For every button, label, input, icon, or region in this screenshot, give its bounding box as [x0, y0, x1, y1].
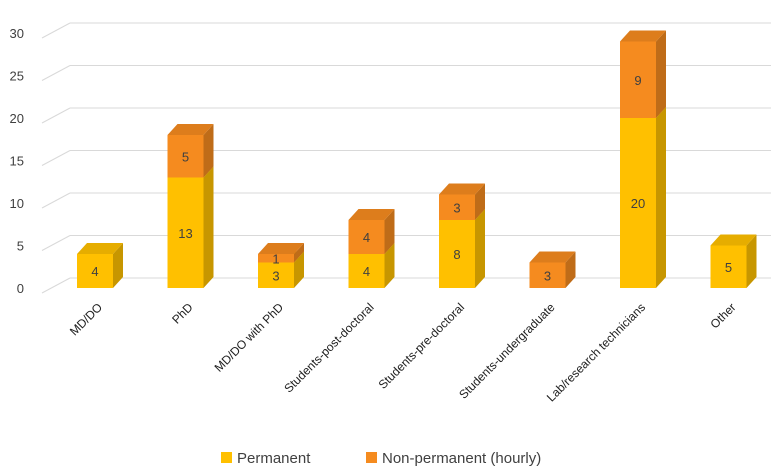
data-label: 13 [178, 226, 192, 241]
bar-segment [439, 209, 485, 288]
data-label: 8 [453, 247, 460, 262]
y-axis-ticks: 0 5 10 15 20 25 30 [10, 26, 24, 296]
data-label: 3 [272, 268, 279, 283]
data-label: 4 [363, 264, 370, 279]
y-tick-label: 0 [17, 281, 24, 296]
data-label: 5 [182, 149, 189, 164]
data-label: 5 [725, 260, 732, 275]
bar-segment [258, 243, 304, 263]
y-tick-label: 25 [10, 69, 24, 84]
category-label: MD/DO with PhD [212, 300, 287, 375]
category-label: MD/DO [67, 300, 105, 338]
data-label: 4 [363, 230, 370, 245]
data-label: 4 [91, 264, 98, 279]
category-label: PhD [169, 300, 196, 327]
category-label: Students-pre-doctoral [376, 300, 468, 392]
legend-item: Permanent [221, 450, 311, 467]
bar-segment [620, 30, 666, 118]
bar-segment [710, 234, 757, 288]
data-label: 1 [272, 251, 279, 266]
category-labels: MD/DO PhD MD/DO with PhDStudents-post-doct… [67, 300, 739, 404]
bar-segment [439, 183, 485, 220]
y-tick-label: 30 [10, 26, 24, 41]
legend-label: Non-permanent (hourly) [382, 450, 541, 467]
gridline [41, 22, 771, 39]
y-tick-label: 5 [17, 239, 24, 254]
bar-segment [529, 251, 576, 288]
category-label: Lab/research technicians [544, 300, 648, 404]
category-label: Students-post-doctoral [281, 300, 376, 395]
category-label: Other [707, 300, 738, 331]
legend-swatch [221, 452, 232, 463]
data-label: 20 [631, 196, 645, 211]
bars [77, 30, 757, 288]
legend-label: Permanent [237, 450, 311, 467]
bar-segment [77, 243, 123, 288]
data-label: 3 [544, 268, 551, 283]
data-label: 9 [634, 73, 641, 88]
bar-segment [348, 209, 395, 254]
data-labels: 4 13 3 4 8 20 5 5 1 4 3 3 9 [91, 73, 732, 284]
legend-item: Non-permanent (hourly) [366, 450, 541, 467]
category-label: Students-undergraduate [456, 300, 558, 402]
bar-segment [167, 124, 214, 178]
y-tick-label: 15 [10, 154, 24, 169]
data-label: 3 [453, 200, 460, 215]
legend: Permanent Non-permanent (hourly) [221, 450, 541, 467]
y-tick-label: 20 [10, 111, 24, 126]
bar-segment [620, 107, 666, 288]
y-tick-label: 10 [10, 196, 24, 211]
legend-swatch [366, 452, 377, 463]
